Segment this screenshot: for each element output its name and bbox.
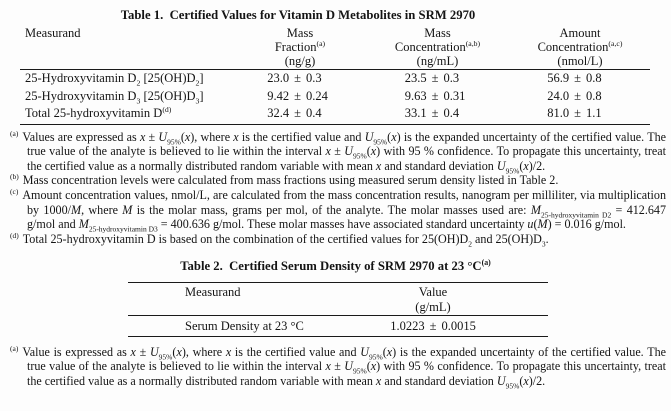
header-line: Mass — [424, 26, 451, 40]
plus-minus: ± — [574, 71, 581, 86]
plus-minus: ± — [431, 88, 439, 103]
footnote-marker: (b) — [10, 172, 19, 182]
table2: Measurand Value (g/mL) Serum Density at … — [128, 282, 548, 337]
footnote-text: Value is expressed as x ± U95%(x), where… — [22, 344, 666, 391]
table1-header-rule — [20, 69, 650, 71]
mass-fraction-cell: 9.42 ±0.24 — [235, 88, 365, 105]
footnote-text: Values are expressed as x ± U95%(x), whe… — [22, 129, 666, 176]
table-row: 25-Hydroxyvitamin D2 [25(OH)D2] 23.0 ±0.3… — [20, 70, 650, 87]
footnote-marker: (d) — [10, 230, 19, 240]
header-line: Value — [418, 285, 448, 300]
table2-header-value: Value (g/mL) — [318, 285, 548, 313]
footnote-text: Total 25-hydroxyvitamin D is based on th… — [22, 231, 549, 249]
header-unit: (g/mL) — [415, 299, 451, 314]
table1-footnotes: (a) Values are expressed as x ± U95%(x), … — [10, 128, 667, 249]
value: 81.0 — [547, 106, 570, 121]
plus-minus: ± — [294, 71, 301, 86]
table-row: Serum Density at 23 °C 1.0223 ±0.0015 — [128, 316, 548, 336]
uncertainty: 0.31 — [443, 88, 466, 103]
amount-concentration-cell: 56.9 ±0.8 — [510, 70, 650, 87]
table1-header-row: Measurand Mass Fraction(a) (ng/g) Mass C… — [20, 26, 650, 68]
footnote-marker: (a) — [10, 128, 19, 138]
header-line: Fraction(a) — [274, 38, 326, 54]
footnote-a: (a) Value is expressed as x ± U95%(x), wh… — [10, 343, 666, 391]
value-cell: 1.0223 ±0.0015 — [318, 316, 548, 336]
footnote-text: Mass concentration levels were calculate… — [22, 173, 559, 188]
table2-footnotes: (a) Value is expressed as x ± U95%(x), wh… — [10, 343, 666, 391]
footnote-text: Amount concentration values, nmol/L, are… — [22, 187, 667, 234]
mass-fraction-cell: 23.0 ±0.3 — [235, 70, 365, 87]
plus-minus: ± — [294, 88, 301, 103]
footnote-marker: (a) — [10, 343, 19, 353]
measurand-cell: 25-Hydroxyvitamin D3 [25(OH)D3] — [25, 88, 204, 106]
value: 24.0 — [547, 88, 570, 103]
uncertainty: 0.3 — [443, 71, 460, 86]
measurand-cell: Total 25-hydroxyvitamin D(d) — [25, 105, 172, 121]
table2-title: Table 2. Certified Serum Density of SRM … — [180, 258, 491, 274]
value: 23.0 — [267, 71, 290, 86]
value: 56.9 — [547, 71, 570, 86]
mass-concentration-cell: 9.63 ±0.31 — [365, 88, 510, 105]
table2-header-row: Measurand Value (g/mL) — [128, 283, 548, 314]
plus-minus: ± — [574, 106, 581, 121]
table1-header-amount-concentration: Amount Concentration(a,c) (nmol/L) — [510, 26, 650, 68]
footnote-marker: (c) — [10, 186, 19, 196]
value: 33.1 — [404, 106, 427, 121]
table-row: 25-Hydroxyvitamin D3 [25(OH)D3] 9.42 ±0.2… — [20, 88, 650, 105]
table-row: Total 25-hydroxyvitamin D(d) 32.4 ±0.4 33… — [20, 105, 650, 122]
table2-header-rule — [128, 314, 548, 316]
uncertainty: 0.3 — [305, 71, 322, 86]
table1-header-mass-concentration: Mass Concentration(a,b) (ng/mL) — [365, 26, 510, 68]
value: 23.5 — [404, 71, 427, 86]
value: 1.0223 — [390, 318, 425, 333]
header-line: Concentration(a,c) — [537, 38, 623, 54]
uncertainty: 0.4 — [443, 106, 460, 121]
uncertainty: 0.8 — [585, 71, 602, 86]
table1-bottom-rule — [20, 123, 650, 125]
plus-minus: ± — [574, 88, 581, 103]
table1-title: Table 1. Certified Values for Vitamin D … — [120, 8, 476, 22]
footnote-b: (b) Mass concentration levels were calcul… — [10, 173, 666, 188]
header-line: Mass — [286, 26, 314, 40]
footnote-a: (a) Values are expressed as x ± U95%(x), … — [10, 128, 666, 176]
uncertainty: 0.4 — [305, 106, 322, 121]
header-line: Concentration(a,b) — [394, 38, 481, 54]
footnote-c: (c) Amount concentration values, nmol/L, … — [10, 186, 667, 234]
header-line: Amount — [559, 26, 601, 40]
plus-minus: ± — [431, 106, 439, 121]
uncertainty: 0.0015 — [441, 318, 476, 333]
mass-concentration-cell: 33.1 ±0.4 — [365, 105, 510, 122]
measurand-cell: 25-Hydroxyvitamin D2 [25(OH)D2] — [25, 71, 204, 88]
footnote-d: (d) Total 25-hydroxyvitamin D is based on… — [10, 230, 666, 249]
value: 9.42 — [267, 88, 290, 103]
header-unit: (ng/g) — [284, 53, 316, 68]
table1-header-mass-fraction: Mass Fraction(a) (ng/g) — [235, 26, 365, 68]
table1: Measurand Mass Fraction(a) (ng/g) Mass C… — [20, 26, 650, 125]
uncertainty: 0.8 — [585, 88, 602, 103]
value: 9.63 — [404, 88, 427, 103]
amount-concentration-cell: 24.0 ±0.8 — [510, 88, 650, 105]
table1-header-measurand: Measurand — [25, 26, 81, 40]
plus-minus: ± — [294, 106, 301, 121]
measurand-cell: Serum Density at 23 °C — [185, 318, 304, 333]
table2-header-measurand: Measurand — [185, 285, 241, 300]
header-unit: (nmol/L) — [557, 53, 603, 68]
amount-concentration-cell: 81.0 ±1.1 — [510, 105, 650, 122]
table2-top-rule — [128, 282, 548, 284]
mass-fraction-cell: 32.4 ±0.4 — [235, 105, 365, 122]
uncertainty: 0.24 — [305, 88, 328, 103]
plus-minus: ± — [429, 318, 437, 333]
header-unit: (ng/mL) — [416, 53, 459, 68]
table2-bottom-rule — [128, 335, 548, 337]
plus-minus: ± — [431, 71, 439, 86]
uncertainty: 1.1 — [585, 106, 602, 121]
mass-concentration-cell: 23.5 ±0.3 — [365, 70, 510, 87]
value: 32.4 — [267, 106, 290, 121]
